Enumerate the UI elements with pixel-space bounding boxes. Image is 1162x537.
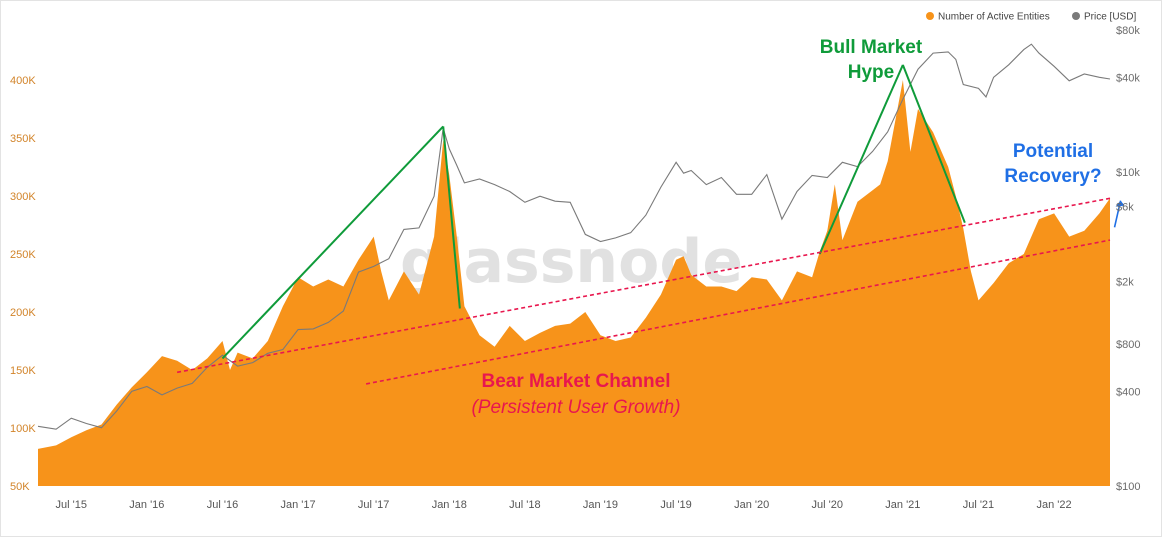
bear-channel-subtitle: (Persistent User Growth) bbox=[471, 397, 680, 418]
bull-market-label-line1: Bull Market bbox=[820, 37, 923, 58]
x-tick-label: Jul '15 bbox=[56, 499, 87, 511]
x-tick-label: Jan '22 bbox=[1036, 499, 1071, 511]
recovery-arrow-head bbox=[1115, 200, 1125, 207]
x-tick-label: Jul '18 bbox=[509, 499, 540, 511]
x-axis-ticks: Jul '15 Jan '16 Jul '16 Jan '17 Jul '17 Jan '… bbox=[56, 499, 1072, 511]
active-entities-area-layer bbox=[38, 80, 1110, 486]
active-entities-area bbox=[38, 80, 1110, 486]
legend-price-swatch bbox=[1072, 12, 1080, 20]
right-axis-ticks: $100 $400 $800 $2k $6k $10k $40k $80k bbox=[1116, 25, 1140, 493]
x-tick-label: Jan '18 bbox=[432, 499, 467, 511]
trend-line-bull-2020-2021-rise bbox=[818, 64, 904, 255]
legend-active-entities-label: Number of Active Entities bbox=[938, 12, 1050, 23]
x-tick-label: Jul '21 bbox=[963, 499, 994, 511]
right-tick-label: $10k bbox=[1116, 167, 1140, 179]
price-line bbox=[37, 43, 1111, 430]
x-tick-label: Jan '16 bbox=[129, 499, 164, 511]
legend-price-label: Price [USD] bbox=[1084, 12, 1136, 23]
left-tick-label: 150K bbox=[10, 365, 36, 377]
bull-market-label-line2: Hype bbox=[848, 62, 894, 83]
left-tick-label: 250K bbox=[10, 249, 36, 261]
x-tick-label: Jan '19 bbox=[583, 499, 618, 511]
legend-active-entities-swatch bbox=[926, 12, 934, 20]
x-tick-label: Jul '17 bbox=[358, 499, 389, 511]
right-tick-label: $40k bbox=[1116, 72, 1140, 84]
right-tick-label: $800 bbox=[1116, 339, 1140, 351]
price-line-layer bbox=[37, 43, 1111, 430]
x-tick-label: Jan '17 bbox=[280, 499, 315, 511]
bear-channel-title: Bear Market Channel bbox=[481, 371, 670, 392]
right-tick-label: $2k bbox=[1116, 277, 1134, 289]
x-tick-label: Jul '19 bbox=[660, 499, 691, 511]
potential-recovery-label-line1: Potential bbox=[1013, 141, 1093, 162]
channel-line-channel-lower bbox=[365, 239, 1111, 385]
legend: Number of Active Entities Price [USD] bbox=[926, 12, 1136, 23]
left-tick-label: 300K bbox=[10, 191, 36, 203]
left-tick-label: 350K bbox=[10, 133, 36, 145]
trend-line-bull-2017-2018-fall bbox=[442, 126, 461, 309]
x-tick-label: Jul '16 bbox=[207, 499, 238, 511]
right-tick-label: $80k bbox=[1116, 25, 1140, 37]
trend-line-bull-2016-2017-rise bbox=[221, 125, 444, 360]
left-tick-label: 400K bbox=[10, 75, 36, 87]
annotation-lines-layer bbox=[176, 64, 1125, 385]
potential-recovery-label-line2: Recovery? bbox=[1004, 166, 1101, 187]
x-tick-label: Jan '21 bbox=[885, 499, 920, 511]
x-tick-label: Jan '20 bbox=[734, 499, 769, 511]
right-tick-label: $400 bbox=[1116, 386, 1140, 398]
left-tick-label: 100K bbox=[10, 423, 36, 435]
x-tick-label: Jul '20 bbox=[812, 499, 843, 511]
left-axis-ticks: 50K 100K 150K 200K 250K 300K 350K 400K bbox=[10, 75, 36, 493]
trend-line-bull-2021-fall bbox=[901, 64, 966, 224]
left-tick-label: 50K bbox=[10, 481, 30, 493]
left-tick-label: 200K bbox=[10, 307, 36, 319]
right-tick-label: $6k bbox=[1116, 202, 1134, 214]
right-tick-label: $100 bbox=[1116, 481, 1140, 493]
